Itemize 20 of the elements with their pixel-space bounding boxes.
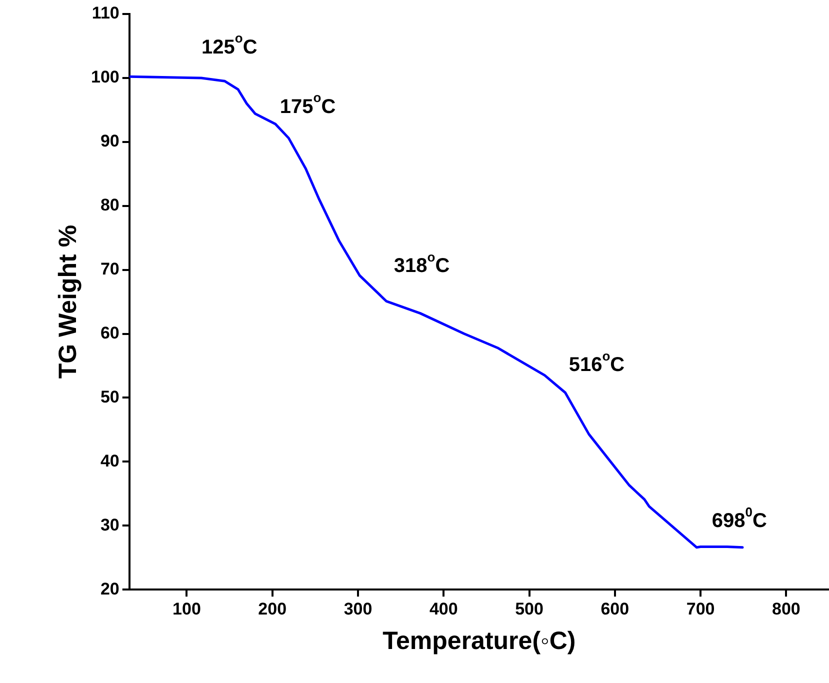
y-tick-label: 100 [90, 68, 120, 87]
y-tick-label: 110 [92, 4, 120, 23]
x-tick-label: 700 [686, 599, 715, 618]
x-tick-label: 800 [772, 599, 800, 618]
y-tick-label: 20 [100, 579, 120, 598]
x-axis-title: Temperature(◦C) [382, 626, 576, 655]
y-axis-title: TG Weight % [54, 224, 82, 379]
y-tick-label: 40 [100, 451, 120, 470]
x-tick-label: 200 [258, 599, 287, 618]
y-tick-label: 80 [100, 196, 120, 215]
y-tick-label: 60 [100, 323, 120, 342]
x-tick-label: 600 [600, 599, 630, 618]
y-tick-label: 50 [100, 387, 120, 406]
y-tick-label: 30 [100, 515, 120, 534]
x-tick-label: 400 [429, 599, 458, 618]
y-tick-label: 90 [100, 132, 120, 151]
x-tick-label: 100 [172, 599, 201, 618]
x-tick-label: 300 [344, 599, 372, 618]
x-tick-label: 500 [515, 599, 544, 618]
y-tick-label: 70 [100, 260, 120, 279]
